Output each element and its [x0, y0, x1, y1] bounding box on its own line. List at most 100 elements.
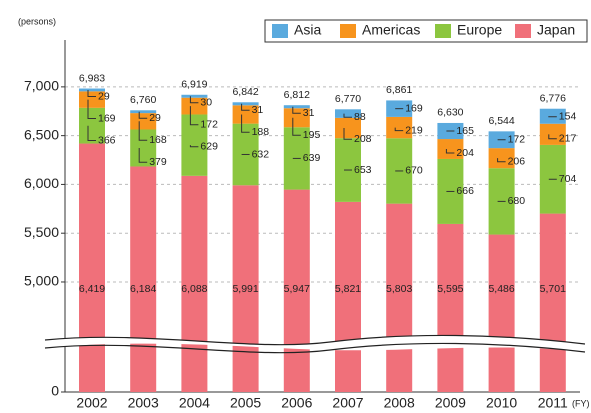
japan-label: 6,419 — [79, 283, 105, 295]
y-axis-label: (persons) — [18, 16, 56, 26]
leader-line — [138, 111, 148, 119]
x-tick-label: 2003 — [128, 395, 159, 411]
bar-segment — [130, 166, 157, 392]
leader-line — [189, 96, 199, 104]
x-tick-label: 2008 — [384, 395, 415, 411]
japan-label: 5,701 — [540, 283, 566, 295]
x-tick-label: 2006 — [281, 395, 312, 411]
bar-segment — [488, 148, 515, 169]
leader-line — [189, 145, 199, 148]
bar-segment — [539, 213, 566, 392]
segment-label: 217 — [559, 133, 577, 145]
leader-line — [292, 106, 301, 114]
japan-label: 5,821 — [335, 283, 361, 295]
bar-segment — [79, 91, 105, 108]
y-tick-label: 6,000 — [24, 175, 59, 191]
bar-segment — [181, 175, 208, 392]
japan-label: 5,595 — [437, 283, 463, 295]
total-label: 6,544 — [488, 115, 514, 127]
legend: Asia Americas Europe Japan — [264, 19, 588, 43]
bar-segment — [130, 113, 157, 130]
leader-line — [87, 99, 96, 120]
y-tick-label: 0 — [51, 383, 59, 399]
bar-segment — [437, 223, 464, 392]
segment-label: 168 — [149, 134, 167, 146]
segment-label: 169 — [405, 102, 423, 114]
segment-label: 31 — [303, 107, 315, 119]
leader-line — [343, 128, 352, 140]
legend-swatch — [515, 24, 531, 38]
leader-line — [138, 121, 148, 141]
segment-label: 172 — [508, 134, 526, 146]
bar-segment — [283, 189, 310, 392]
segment-label: 172 — [200, 119, 218, 131]
japan-label: 5,803 — [386, 283, 412, 295]
legend-label: Americas — [362, 22, 420, 38]
total-label: 6,776 — [540, 93, 566, 105]
segment-label: 629 — [200, 141, 218, 153]
bar-segment — [130, 129, 157, 167]
segment-label: 680 — [508, 195, 526, 207]
y-tick-label: 5,500 — [24, 224, 59, 240]
bar-segment — [232, 105, 259, 124]
total-label: 6,983 — [79, 72, 105, 84]
japan-label: 5,947 — [284, 283, 310, 295]
bar-segment — [232, 102, 259, 106]
x-tick-label: 2005 — [230, 395, 261, 411]
segment-label: 29 — [98, 90, 110, 102]
legend-swatch — [340, 24, 356, 38]
total-label: 6,861 — [386, 84, 412, 96]
bar-segment — [539, 123, 566, 145]
y-tick-label: 5,000 — [24, 273, 59, 289]
leader-line — [548, 134, 557, 140]
bar-segment — [386, 203, 413, 392]
segment-label: 219 — [405, 124, 423, 136]
segment-label: 639 — [303, 152, 321, 164]
segment-label: 206 — [508, 156, 526, 168]
leader-line — [241, 114, 250, 133]
legend-label: Japan — [537, 22, 575, 38]
segment-label: 88 — [354, 111, 366, 123]
segment-label: 653 — [354, 164, 372, 176]
x-tick-label: 2011 — [538, 395, 568, 411]
leader-line — [87, 125, 96, 142]
bar-segment — [79, 88, 105, 92]
x-tick-label: 2010 — [486, 395, 517, 411]
bar-segment — [130, 110, 157, 114]
y-tick-label: 7,000 — [24, 78, 59, 94]
bar-segment — [488, 234, 515, 392]
bar-segment — [79, 143, 105, 392]
leader-line — [241, 103, 250, 111]
segment-label: 666 — [456, 185, 474, 197]
total-label: 6,842 — [232, 86, 258, 98]
segment-label: 30 — [200, 97, 212, 109]
leader-line — [497, 158, 506, 163]
japan-label: 5,486 — [488, 283, 514, 295]
total-label: 6,630 — [437, 107, 463, 119]
y-tick-label: 6,500 — [24, 126, 59, 142]
japan-label: 6,184 — [130, 283, 156, 295]
bar-segment — [335, 117, 361, 139]
segment-label: 169 — [98, 112, 116, 124]
segment-label: 154 — [559, 111, 577, 123]
break-line — [44, 342, 586, 354]
bar-segment — [335, 201, 361, 392]
legend-swatch — [435, 24, 451, 38]
bar-segment — [335, 109, 361, 118]
legend-label: Asia — [294, 22, 321, 38]
total-label: 6,919 — [181, 79, 207, 91]
bar-segment — [283, 105, 310, 109]
japan-label: 5,991 — [232, 283, 258, 295]
leader-line — [87, 89, 96, 98]
bar-segment — [283, 108, 310, 128]
bar-segment — [437, 139, 464, 159]
bar-segment — [232, 185, 259, 392]
segment-label: 188 — [252, 126, 270, 138]
legend-swatch — [272, 24, 288, 38]
segment-label: 204 — [456, 147, 474, 159]
bar-segment — [79, 107, 105, 144]
segment-label: 208 — [354, 133, 372, 145]
total-label: 6,812 — [284, 89, 310, 101]
